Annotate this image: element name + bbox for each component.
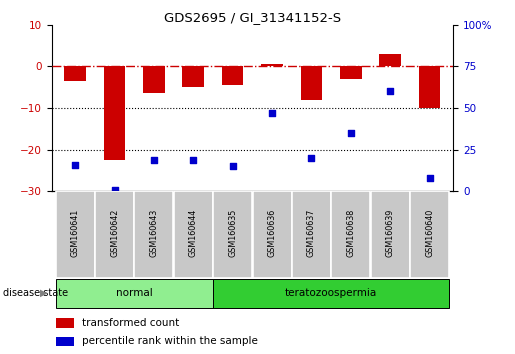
Text: GSM160641: GSM160641 — [71, 209, 80, 257]
Bar — [331, 191, 370, 278]
Text: GSM160635: GSM160635 — [228, 209, 237, 257]
Bar — [410, 191, 449, 278]
Point — [268, 110, 276, 116]
Point — [150, 157, 158, 162]
Bar — [419, 66, 440, 108]
Bar — [64, 66, 86, 81]
Text: GSM160639: GSM160639 — [386, 209, 394, 257]
Text: GSM160636: GSM160636 — [267, 209, 277, 257]
Bar — [143, 66, 165, 93]
Text: GSM160637: GSM160637 — [307, 209, 316, 257]
Text: normal: normal — [116, 288, 152, 298]
Point — [229, 164, 237, 169]
Bar — [56, 318, 74, 327]
Bar — [301, 66, 322, 99]
Bar — [213, 191, 252, 278]
Bar — [182, 66, 204, 87]
Bar — [340, 66, 362, 79]
Bar — [174, 191, 213, 278]
Point — [347, 130, 355, 136]
Bar — [56, 191, 95, 278]
Bar — [222, 66, 244, 85]
Point — [425, 175, 434, 181]
Point — [189, 157, 197, 162]
Bar — [95, 191, 134, 278]
Point — [307, 155, 316, 161]
Bar — [252, 191, 291, 278]
Bar — [292, 191, 331, 278]
Text: transformed count: transformed count — [81, 318, 179, 328]
Text: disease state: disease state — [3, 288, 67, 298]
Title: GDS2695 / GI_31341152-S: GDS2695 / GI_31341152-S — [164, 11, 341, 24]
Bar — [56, 337, 74, 346]
Text: GSM160640: GSM160640 — [425, 209, 434, 257]
Point — [71, 162, 79, 167]
Text: percentile rank within the sample: percentile rank within the sample — [81, 336, 258, 346]
Text: ▶: ▶ — [40, 288, 47, 298]
Bar — [104, 66, 125, 160]
Text: teratozoospermia: teratozoospermia — [285, 288, 377, 298]
Bar — [371, 191, 409, 278]
Bar — [134, 191, 174, 278]
Text: GSM160638: GSM160638 — [346, 209, 355, 257]
Bar — [261, 64, 283, 66]
Text: GSM160642: GSM160642 — [110, 209, 119, 257]
Point — [386, 88, 394, 94]
Text: GSM160643: GSM160643 — [149, 209, 159, 257]
Text: GSM160644: GSM160644 — [189, 209, 198, 257]
Bar — [56, 280, 213, 308]
Point — [110, 188, 118, 193]
Bar — [213, 280, 449, 308]
Bar — [380, 54, 401, 66]
